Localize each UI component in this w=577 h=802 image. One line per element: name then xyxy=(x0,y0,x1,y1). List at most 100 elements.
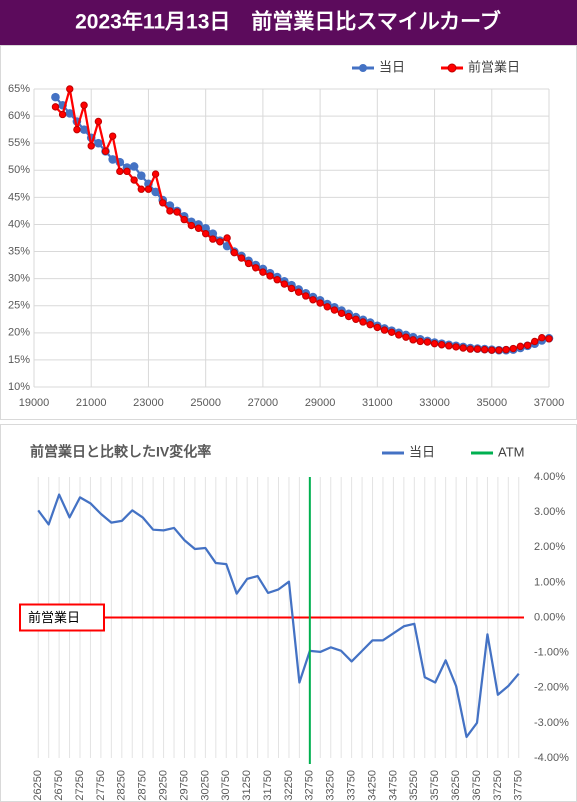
point xyxy=(473,345,482,353)
y-tick-label: 1.00% xyxy=(534,576,565,588)
point xyxy=(252,264,260,272)
point xyxy=(51,103,60,111)
y-tick-label: -3.00% xyxy=(534,717,569,729)
legend-marker xyxy=(447,63,457,73)
x-tick-label: 26750 xyxy=(53,770,65,801)
point xyxy=(287,284,296,293)
point xyxy=(359,318,367,326)
x-tick-label: 27250 xyxy=(74,770,86,801)
point xyxy=(87,142,95,150)
y-tick-label: 15% xyxy=(8,354,30,366)
point xyxy=(116,167,124,176)
point xyxy=(302,292,310,300)
point xyxy=(187,221,196,230)
x-tick-label: 36750 xyxy=(471,770,483,801)
header-title: 2023年11月13日 前営業日比スマイルカーブ xyxy=(75,10,501,34)
x-tick-label: 35750 xyxy=(429,770,441,801)
x-tick-label: 29000 xyxy=(305,397,336,409)
point xyxy=(459,344,467,352)
point xyxy=(530,337,539,346)
point xyxy=(244,259,253,268)
y-tick-label: 35% xyxy=(8,245,30,257)
point xyxy=(330,306,339,314)
point xyxy=(545,335,553,343)
reference-label: 前営業日 xyxy=(28,610,80,625)
x-tick-label: 23000 xyxy=(133,397,164,409)
point xyxy=(294,288,303,296)
point xyxy=(430,339,439,348)
x-tick-label: 37750 xyxy=(513,770,525,801)
point xyxy=(488,346,496,354)
point xyxy=(101,147,110,156)
point xyxy=(159,199,167,207)
point xyxy=(108,155,117,164)
point xyxy=(180,215,188,224)
point xyxy=(480,345,489,354)
point xyxy=(438,341,446,349)
x-tick-label: 34250 xyxy=(366,770,378,801)
point xyxy=(173,208,181,216)
point xyxy=(201,229,210,238)
x-tick-label: 33000 xyxy=(419,397,450,409)
point xyxy=(345,312,353,321)
point xyxy=(216,238,224,246)
point xyxy=(409,336,417,344)
point xyxy=(230,248,238,257)
point xyxy=(309,296,317,304)
point xyxy=(266,272,274,280)
point xyxy=(495,346,503,354)
series-line xyxy=(37,493,520,739)
point xyxy=(466,345,475,353)
point xyxy=(123,167,131,176)
panel xyxy=(0,45,577,420)
y-tick-label: 25% xyxy=(8,300,30,312)
point xyxy=(380,326,389,334)
point xyxy=(66,85,74,93)
point xyxy=(80,101,88,109)
point xyxy=(352,315,360,323)
point xyxy=(452,343,460,351)
x-tick-label: 33250 xyxy=(325,770,337,801)
point xyxy=(509,344,517,353)
legend-label: 前営業日 xyxy=(468,59,520,74)
x-tick-label: 37000 xyxy=(534,397,565,409)
point xyxy=(208,229,218,238)
point xyxy=(416,337,424,346)
y-tick-label: 45% xyxy=(8,191,30,203)
x-tick-label: 31250 xyxy=(241,770,253,801)
point xyxy=(73,125,81,134)
y-tick-label: 2.00% xyxy=(534,541,565,553)
point xyxy=(130,176,138,184)
point xyxy=(136,171,146,180)
y-tick-label: 4.00% xyxy=(534,471,565,483)
y-tick-label: 0.00% xyxy=(534,611,565,623)
chart-title: 前営業日と比較したIV変化率 xyxy=(30,444,211,460)
point xyxy=(223,234,231,242)
x-tick-label: 35250 xyxy=(408,770,420,801)
x-tick-label: 30250 xyxy=(199,770,211,801)
x-tick-label: 35000 xyxy=(476,397,507,409)
x-tick-label: 21000 xyxy=(76,397,107,409)
x-tick-label: 37250 xyxy=(492,770,504,801)
x-tick-label: 28250 xyxy=(116,770,128,801)
legend-marker xyxy=(359,64,367,72)
y-tick-label: 20% xyxy=(8,327,30,339)
legend-label: 当日 xyxy=(379,59,405,74)
y-tick-label: 55% xyxy=(8,137,30,149)
x-tick-label: 33750 xyxy=(346,770,358,801)
point xyxy=(79,125,89,134)
point xyxy=(402,333,410,341)
x-tick-label: 31750 xyxy=(262,770,274,801)
header-bar xyxy=(0,0,577,45)
y-tick-label: 3.00% xyxy=(534,506,565,518)
legend-label: ATM xyxy=(498,444,524,459)
point xyxy=(237,254,246,262)
point xyxy=(94,138,103,148)
x-tick-label: 27000 xyxy=(248,397,279,409)
point xyxy=(65,109,75,118)
y-tick-label: 65% xyxy=(8,83,30,95)
x-tick-label: 29250 xyxy=(157,770,169,801)
point xyxy=(94,117,103,126)
x-tick-label: 27750 xyxy=(95,770,107,801)
